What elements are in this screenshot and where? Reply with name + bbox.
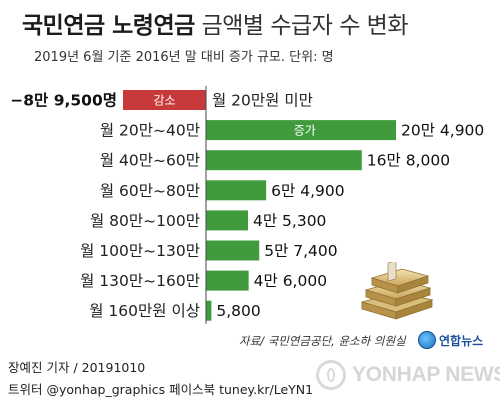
value-label: 20만 4,900 bbox=[401, 122, 484, 140]
money-bundle-icon bbox=[360, 262, 434, 320]
category-label: 월 20만원 미만 bbox=[212, 92, 313, 110]
bar-8 bbox=[206, 300, 212, 321]
value-label: 5만 7,400 bbox=[264, 242, 337, 260]
value-label: 16만 8,000 bbox=[367, 152, 450, 170]
category-label: 월 130만~160만 bbox=[80, 272, 200, 290]
social-links: 트위터 @yonhap_graphics 페이스북 tuney.kr/LeYN1 bbox=[8, 382, 314, 397]
bar-4 bbox=[206, 180, 267, 201]
bar-annotation-decrease: 감소 bbox=[153, 94, 175, 108]
bar-5 bbox=[206, 210, 249, 231]
yonhap-logo-icon bbox=[418, 331, 436, 349]
category-label: 월 60만~80만 bbox=[100, 182, 200, 200]
yonhap-logo-text: 연합뉴스 bbox=[439, 333, 484, 348]
watermark: YONHAP NEWS bbox=[316, 355, 500, 395]
bar-3 bbox=[206, 150, 362, 171]
value-label: −8만 9,500명 bbox=[10, 92, 117, 110]
title-bold: 국민연금 노령연금 bbox=[22, 13, 195, 39]
chart-title: 국민연금 노령연금 금액별 수급자 수 변화 bbox=[22, 6, 408, 46]
watermark-text: YONHAP NEWS bbox=[352, 363, 500, 386]
bar-6 bbox=[206, 240, 260, 261]
value-label: 4만 6,000 bbox=[254, 272, 327, 290]
bar-annotation-increase: 증가 bbox=[294, 124, 316, 138]
yonhap-logo: 연합뉴스 bbox=[418, 330, 483, 350]
bar-2 bbox=[206, 120, 396, 141]
category-label: 월 100만~130만 bbox=[80, 242, 200, 260]
value-label: 5,800 bbox=[216, 302, 260, 320]
source-note: 자료/ 국민연금공단, 윤소하 의원실 bbox=[239, 334, 406, 348]
category-label: 월 160만원 이상 bbox=[89, 302, 200, 320]
category-label: 월 20만~40만 bbox=[100, 122, 200, 140]
bar-7 bbox=[206, 270, 249, 291]
watermark-icon bbox=[316, 360, 346, 390]
category-label: 월 80만~100만 bbox=[90, 212, 200, 230]
title-regular: 금액별 수급자 수 변화 bbox=[201, 13, 409, 39]
chart-subtitle: 2019년 6월 기준 2016년 말 대비 증가 규모. 단위: 명 bbox=[34, 50, 334, 65]
value-label: 6만 4,900 bbox=[271, 182, 344, 200]
bar-1 bbox=[123, 90, 206, 110]
reporter-credit: 장예진 기자 / 20191010 bbox=[8, 360, 146, 375]
value-label: 4만 5,300 bbox=[253, 212, 326, 230]
category-label: 월 40만~60만 bbox=[100, 152, 200, 170]
